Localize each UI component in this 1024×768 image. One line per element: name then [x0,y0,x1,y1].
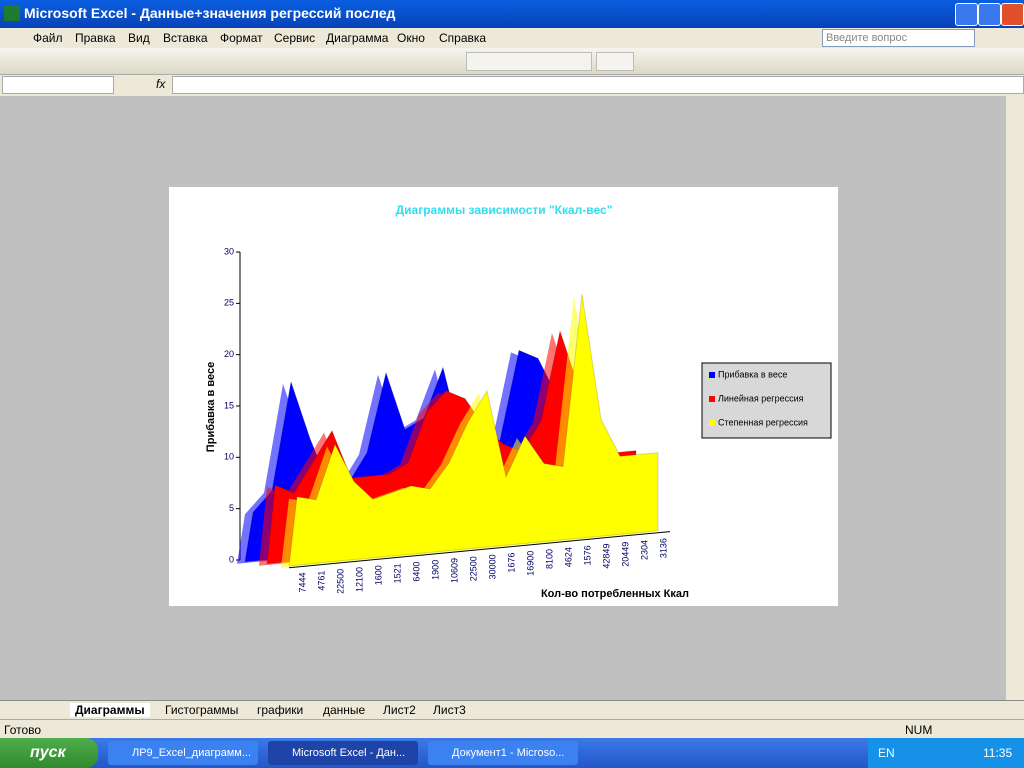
clock: 11:35 [983,746,1013,760]
status-bar: Готово NUM [0,719,1024,739]
sheet-tabs: Диаграммы Гистограммы графики данные Лист2 Ли… [0,700,610,719]
close-button[interactable] [1001,3,1024,26]
toolbar [0,48,1024,75]
sheet-tab[interactable]: Диаграммы [70,703,150,717]
menu-item[interactable]: Диаграмма [326,31,389,45]
y-tick-label: 20 [224,349,234,359]
x-tick-label: 4624 [563,547,573,567]
x-tick-label: 1676 [506,553,516,573]
title-bar: Microsoft Excel - Данные+значения регрес… [0,0,1024,28]
lang: EN [878,746,895,760]
x-tick-label: 4761 [316,571,326,591]
x-axis [288,531,671,569]
legend-swatch [709,420,715,426]
menu-item[interactable]: Вид [128,31,150,45]
sheet-tab[interactable]: графики [257,703,304,717]
x-tick-label: 3136 [658,538,668,558]
x-tick-label: 1900 [430,560,440,580]
formula-input[interactable] [172,76,1024,94]
start-button[interactable]: пуск [0,738,98,768]
task-button[interactable]: Документ1 - Microso... [428,741,578,765]
menu-item[interactable]: Правка [75,31,116,45]
sheet-tab[interactable]: Гистограммы [165,703,239,717]
sheet-tab[interactable]: Лист3 [433,703,466,717]
formula-bar: fx [0,75,1024,95]
legend-label: Линейная регрессия [718,393,804,403]
x-tick-label: 1521 [392,563,402,583]
x-tick-label: 1600 [373,565,383,585]
y-tick-label: 5 [229,503,234,513]
menu-item[interactable]: Справка [439,31,487,45]
status-text: Готово [4,723,42,737]
app-icon [4,5,20,21]
menu-item[interactable]: Вставка [163,31,208,45]
fx-label: fx [156,77,166,91]
legend-label: Степенная регрессия [718,417,808,427]
chart-title: Диаграммы зависимости "Ккал-вес" [396,203,613,217]
x-axis-title: Кол-во потребленных Ккал [541,588,689,600]
menu-item[interactable]: Сервис [274,31,316,45]
restore-button[interactable] [978,3,1001,26]
x-tick-label: 8100 [544,549,554,569]
x-tick-label: 20449 [620,542,630,567]
y-axis-title: Прибавка в весе [205,362,217,452]
scrollbar[interactable] [1006,96,1024,700]
y-tick-label: 0 [229,554,234,564]
menu-item[interactable]: Окно [397,31,425,45]
menu-item[interactable]: Файл [33,31,63,45]
name-box[interactable] [2,76,114,94]
num-indicator: NUM [905,723,933,737]
menu-item[interactable]: Формат [220,31,263,45]
y-tick-label: 25 [224,298,234,308]
x-tick-label: 12100 [354,567,364,592]
x-tick-label: 2304 [639,540,649,560]
sheet-tab[interactable]: данные [323,703,366,717]
x-tick-label: 30000 [487,554,497,579]
legend-swatch [709,396,715,402]
tray: EN 11:35 [868,738,1024,768]
minimize-button[interactable] [955,3,978,26]
h-scrollbar[interactable] [610,700,1024,719]
task-button[interactable]: ЛР9_Excel_диаграмм... [108,741,258,765]
menu-bar: Файл Правка Вид Вставка Формат Сервис Диаграмм… [0,28,1024,48]
x-tick-label: 6400 [411,562,421,582]
legend [701,362,832,439]
help-box[interactable]: Введите вопрос [822,29,975,47]
font-box[interactable] [466,52,592,71]
task-button[interactable]: Microsoft Excel - Дан... [268,741,418,765]
x-tick-label: 16900 [525,551,535,576]
window-title: Microsoft Excel - Данные+значения регрес… [24,5,396,21]
x-tick-label: 22500 [468,556,478,581]
area [288,294,659,567]
sheet-tab[interactable]: Лист2 [383,703,416,717]
y-tick-label: 30 [224,246,234,256]
x-tick-label: 7444 [297,572,307,592]
x-tick-label: 1576 [582,545,592,565]
legend-label: Прибавка в весе [718,369,787,379]
x-tick-label: 42849 [601,544,611,569]
x-tick-label: 10609 [449,558,459,583]
y-tick-label: 15 [224,400,234,410]
y-tick-label: 10 [224,452,234,462]
chart: Диаграммы зависимости "Ккал-вес" Прибавк… [169,187,838,606]
taskbar: пуск EN 11:35 ЛР9_Excel_диаграмм... Micro… [0,738,1024,768]
legend-swatch [709,372,715,378]
x-tick-label: 22500 [335,569,345,594]
size-box[interactable] [596,52,634,71]
